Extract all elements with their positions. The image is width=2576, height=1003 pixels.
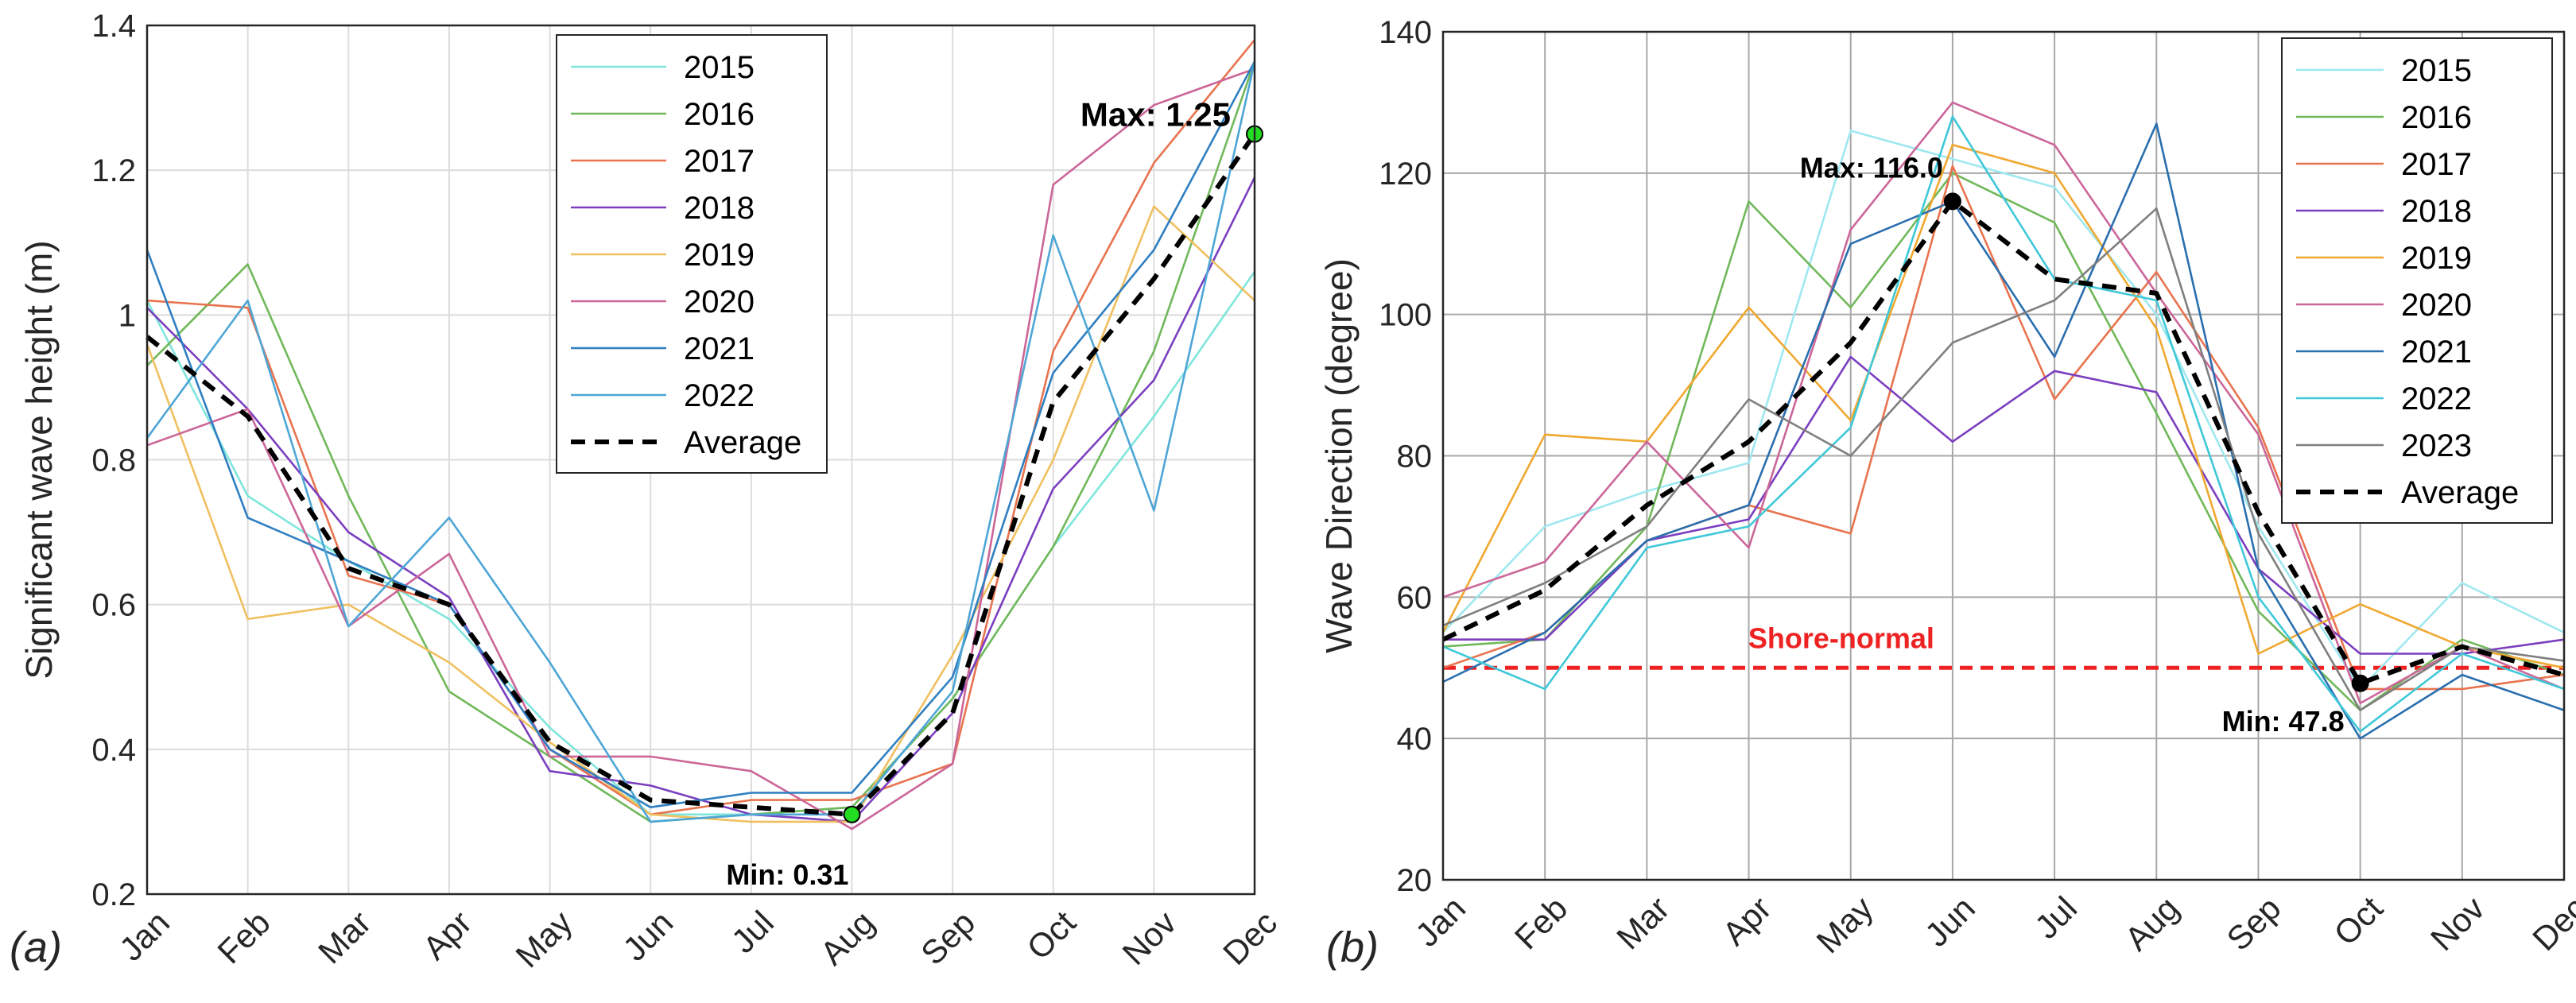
x-tick-label: Dec xyxy=(1216,904,1284,972)
y-tick-label: 20 xyxy=(1397,863,1433,898)
y-tick-label: 1.4 xyxy=(91,9,136,44)
legend: 2015 2016 2017 2018 2019 2020 2021 2022 2023 Aver… xyxy=(2281,37,2553,524)
x-tick-label: Nov xyxy=(1115,904,1183,972)
x-tick-label: Apr xyxy=(1715,889,1778,952)
x-tick-label: Feb xyxy=(1507,889,1574,956)
axes-frame xyxy=(1441,30,2566,881)
x-tick-label: Sep xyxy=(914,904,982,972)
x-tick-label: Oct xyxy=(1019,904,1083,967)
legend-label-2019: 2019 xyxy=(684,238,755,273)
series-line-2019 xyxy=(1441,144,2565,669)
x-tick-label: Mar xyxy=(311,904,378,970)
min-marker xyxy=(843,805,861,823)
x-tick-label: Aug xyxy=(813,904,882,972)
series-line-2022 xyxy=(1442,115,2565,733)
y-axis-label: Significant wave height (m) xyxy=(18,240,60,679)
legend-box xyxy=(2281,37,2553,524)
x-tick-label: Nov xyxy=(2423,889,2492,958)
axes-frame xyxy=(145,24,1256,896)
x-tick-label: Aug xyxy=(2117,889,2186,958)
series-line-average xyxy=(1441,199,2565,686)
legend-label-2020: 2020 xyxy=(684,285,755,319)
y-tick-label: 0.8 xyxy=(91,443,136,478)
legend-label-2018: 2018 xyxy=(2401,194,2472,229)
legend-label-2016: 2016 xyxy=(684,97,755,132)
y-tick-label: 0.6 xyxy=(91,588,136,623)
x-tick-label: Jan xyxy=(1408,889,1472,954)
x-tick-label: Sep xyxy=(2220,889,2288,958)
panel-label: (b) xyxy=(1326,924,1379,971)
series-line-2021 xyxy=(1442,122,2565,740)
x-tick-label: Jun xyxy=(615,904,680,968)
x-tick-label: Mar xyxy=(1609,889,1676,956)
series-line-2022 xyxy=(145,61,1256,823)
y-tick-label: 1 xyxy=(118,298,136,333)
series-line-2017 xyxy=(146,39,1256,816)
legend-label-2018: 2018 xyxy=(684,191,755,226)
series-line-2015 xyxy=(145,270,1256,816)
max-label: Max: 1.25 xyxy=(1080,96,1231,134)
legend-label-2017: 2017 xyxy=(2401,147,2472,182)
chart-panel-a: Max: 1.25 Min: 0.31 0.2 0.4 0.6 0.8 1 1.2 1.4 Jan… xyxy=(10,9,1284,974)
legend-label-2021: 2021 xyxy=(684,331,755,366)
y-tick-label: 80 xyxy=(1397,440,1433,474)
series-line-2015 xyxy=(1442,130,2565,691)
x-tick-label: Jan xyxy=(112,904,177,968)
legend-label-2015: 2015 xyxy=(2401,53,2472,88)
series-line-2020 xyxy=(1442,101,2565,705)
x-tick-label: Jun xyxy=(1918,889,1982,954)
legend-label-2021: 2021 xyxy=(2401,335,2472,370)
y-tick-label: 0.2 xyxy=(91,877,136,912)
x-tick-label: Feb xyxy=(210,904,277,970)
max-label: Max: 116.0 xyxy=(1800,151,1943,184)
y-axis-label: Wave Direction (degree) xyxy=(1318,258,1360,653)
legend-label-2023: 2023 xyxy=(2401,428,2472,463)
legend-label-average: Average xyxy=(684,425,801,460)
y-tick-label: 1.2 xyxy=(91,153,136,188)
min-marker xyxy=(2351,674,2369,692)
x-tick-label: Jul xyxy=(724,904,781,960)
chart-panel-b: Shore-normal Max: 116.0 Min: 47.8 20 40 60 80 1… xyxy=(1318,15,2576,971)
series-line-2021 xyxy=(145,60,1256,809)
legend-label-2019: 2019 xyxy=(2401,241,2472,276)
y-tick-label: 100 xyxy=(1379,298,1432,333)
x-tick-label: Oct xyxy=(2326,889,2390,953)
y-tick-label: 40 xyxy=(1397,722,1433,757)
legend-label-2017: 2017 xyxy=(684,144,755,179)
x-tick-label: Dec xyxy=(2525,889,2576,958)
shore-normal-label: Shore-normal xyxy=(1748,622,1934,654)
x-tick-label: Apr xyxy=(416,904,479,966)
min-label: Min: 47.8 xyxy=(2222,705,2345,738)
x-tick-label: Jul xyxy=(2027,889,2084,946)
legend-label-2020: 2020 xyxy=(2401,288,2472,323)
x-tick-label: May xyxy=(1810,889,1880,960)
y-tick-label: 0.4 xyxy=(91,733,136,768)
legend-label-2022: 2022 xyxy=(2401,381,2472,416)
y-tick-label: 60 xyxy=(1397,580,1433,615)
legend-label-average: Average xyxy=(2401,475,2519,510)
panel-label: (a) xyxy=(10,924,62,971)
legend-label-2015: 2015 xyxy=(684,50,755,85)
y-tick-label: 120 xyxy=(1379,157,1432,192)
legend-label-2022: 2022 xyxy=(684,378,755,413)
y-tick-label: 140 xyxy=(1379,15,1432,50)
series-line-2020 xyxy=(146,68,1255,831)
x-tick-label: May xyxy=(508,904,579,974)
legend-label-2016: 2016 xyxy=(2401,100,2472,135)
series-line-2023 xyxy=(1442,207,2565,711)
legend: 2015 2016 2017 2018 2019 2020 2021 2022 Average xyxy=(556,34,828,474)
min-label: Min: 0.31 xyxy=(726,858,848,891)
max-marker xyxy=(1943,192,1961,211)
